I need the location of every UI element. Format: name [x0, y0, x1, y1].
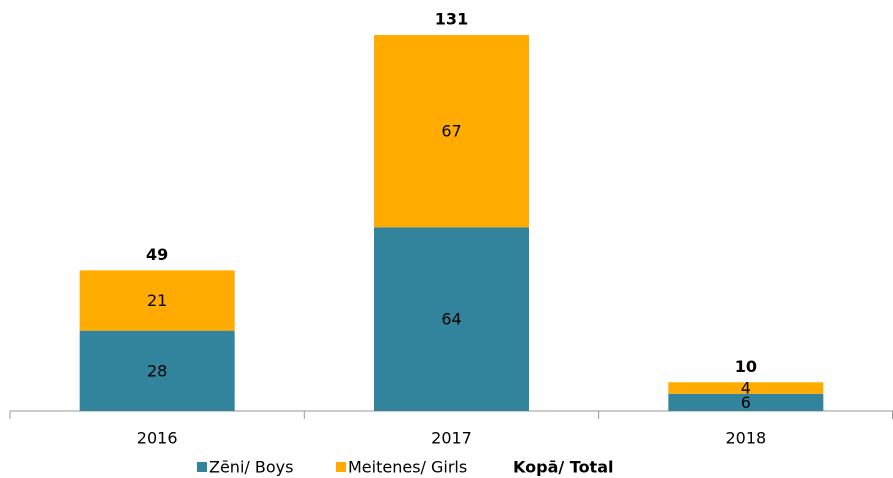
- bar-segment: [79, 330, 235, 411]
- legend-swatch: [336, 462, 346, 472]
- data-label: 64: [441, 310, 461, 329]
- data-label: 6: [741, 393, 751, 412]
- legend-swatch: [197, 462, 207, 472]
- bar-segment: [374, 227, 529, 411]
- x-tick-label: 2018: [725, 429, 766, 448]
- total-label: 10: [735, 357, 757, 376]
- total-label: 49: [146, 245, 168, 264]
- bar-segment: [668, 393, 824, 411]
- total-label: 131: [435, 10, 468, 29]
- data-label: 67: [441, 122, 461, 141]
- legend-label: Zēni/ Boys: [209, 458, 293, 477]
- bar-segment: [668, 382, 824, 394]
- bar-segment: [79, 270, 235, 331]
- x-tick-label: 2017: [431, 429, 472, 448]
- data-label: 4: [741, 379, 751, 398]
- legend-label: Meitenes/ Girls: [348, 458, 467, 477]
- bar-segment: [374, 35, 529, 228]
- x-tick-label: 2016: [137, 429, 178, 448]
- data-label: 28: [147, 361, 167, 380]
- legend-label: Kopā/ Total: [513, 458, 613, 477]
- data-label: 21: [147, 291, 167, 310]
